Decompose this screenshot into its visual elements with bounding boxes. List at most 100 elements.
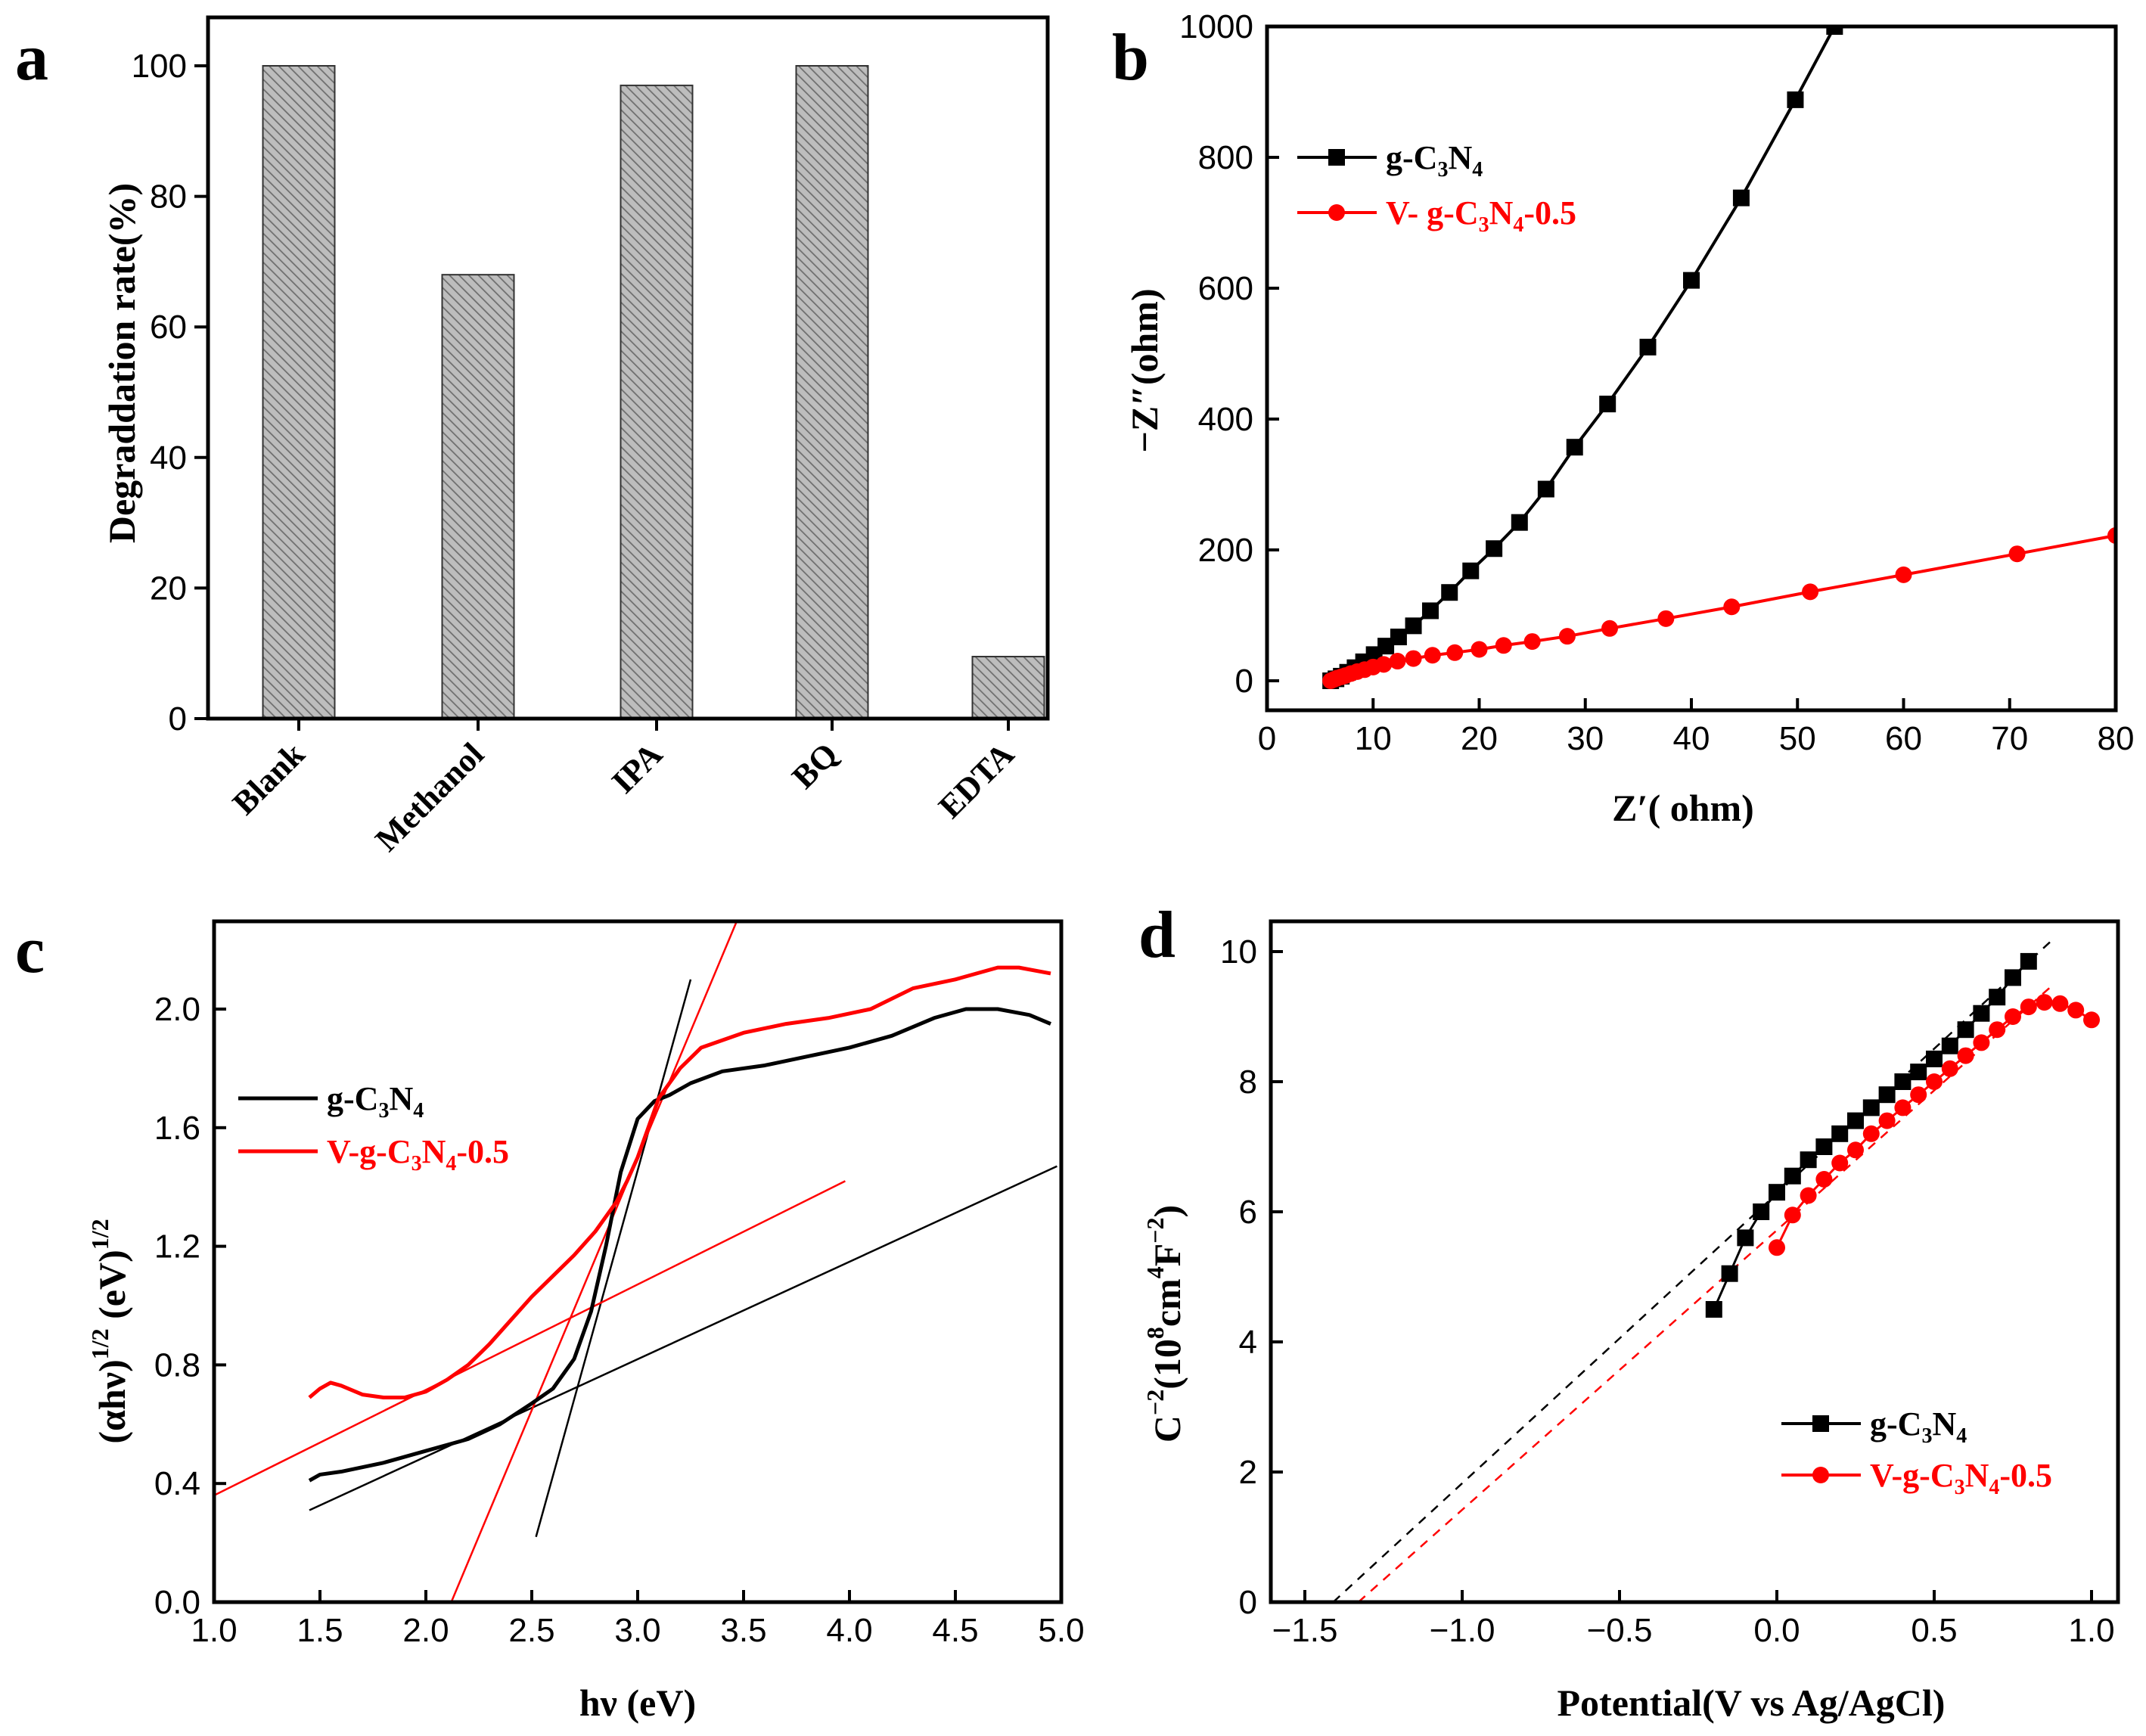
panel-b-marker — [1599, 396, 1616, 413]
panel-a-y-label: Degraddation rate(%) — [101, 183, 143, 543]
panel-c-legend-label-part: 3 — [378, 1099, 389, 1123]
panel-d-legend-label-part: 3 — [1955, 1476, 1965, 1499]
panel-d-y-tick-label: 4 — [1239, 1324, 1257, 1361]
panel-b-marker — [1424, 647, 1441, 664]
panel-d-x-tick-label: −0.5 — [1587, 1612, 1653, 1649]
panel-d-marker — [1784, 1207, 1801, 1224]
panel-d-marker — [1847, 1112, 1864, 1129]
panel-b-data — [1322, 26, 2116, 689]
panel-d-marker — [1753, 1203, 1770, 1220]
panel-b-y-tick-label: 1000 — [1179, 8, 1253, 45]
panel-b-marker — [1511, 514, 1528, 531]
panel-b-x-tick-label: 20 — [1461, 720, 1498, 757]
panel-b-marker — [2107, 526, 2116, 544]
panel-d-x-tick-label: −1.5 — [1272, 1612, 1338, 1649]
panel-b-frame — [1265, 24, 2118, 713]
panel-a-y-tick-label: 20 — [150, 570, 187, 607]
panel-b-y-tick-label: 400 — [1198, 401, 1253, 438]
panel-c-fit-line — [214, 1180, 846, 1496]
panel-d-legend-label-part: V-g-C — [1870, 1457, 1955, 1494]
panel-d-x-tick-label: −1.0 — [1430, 1612, 1495, 1649]
panel-a-bar — [620, 84, 694, 719]
panel-b-legend-label-part: 4 — [1513, 213, 1523, 237]
alpha-symbol: α — [91, 1410, 133, 1431]
panel-b-marker — [1462, 562, 1480, 579]
panel-b-marker — [1723, 598, 1741, 616]
panel-b-marker — [1390, 629, 1407, 646]
panel-b-series-line — [1330, 26, 1837, 682]
panel-c-frame — [212, 919, 1064, 1604]
panel-c-x-tick-label: 4.0 — [826, 1612, 872, 1649]
panel-c-y-tick-label: 1.6 — [154, 1110, 200, 1147]
panel-d-marker — [1831, 1125, 1849, 1142]
panel-d-marker — [1941, 1060, 1958, 1077]
panel-c-legend-label-part: V-g-C — [327, 1133, 411, 1170]
panel-d-y-label: C−2(108cm4F−2) — [1141, 1205, 1188, 1443]
panel-b-marker — [1495, 637, 1512, 654]
panel-b-marker — [1566, 439, 1583, 456]
panel-c-series-line — [308, 965, 1051, 1400]
panel-a: a Degraddation rate(%) 0 20 40 60 80 100 Blank… — [15, 15, 1050, 859]
panel-a-plot: 0 20 40 60 80 100 Blank Methanol IPA BQ EDTA — [132, 48, 1045, 859]
panel-c-data — [214, 921, 1057, 1602]
panel-c-legend-label-part: 3 — [411, 1152, 422, 1175]
panel-d-y-tick-label: 10 — [1220, 933, 1257, 970]
panel-d-legend-label-part: N — [1965, 1457, 1989, 1494]
panel-d-plot: −1.5 −1.0 −0.5 0.0 0.5 1.00246810g-C3N4V-g-C3… — [1220, 933, 2115, 1649]
panel-b-marker — [1377, 638, 1395, 655]
panel-d-marker — [2083, 1011, 2100, 1029]
panel-c-x-tick-label: 2.5 — [508, 1612, 554, 1649]
panel-b-legend-label-part: g-C — [1386, 139, 1437, 176]
panel-d-marker — [1926, 1073, 1943, 1090]
panel-b-legend-label-part: V- g-C — [1386, 194, 1479, 231]
panel-d-x-tick-label: 0.5 — [1911, 1612, 1957, 1649]
panel-d-marker — [1894, 1099, 1912, 1116]
panel-d-marker — [1989, 1021, 2006, 1039]
panel-b-marker — [1787, 91, 1804, 108]
panel-d-legend-marker — [1812, 1467, 1829, 1483]
panel-d-legend-label: V-g-C3N4-0.5 — [1870, 1457, 2052, 1499]
panel-d-marker — [1705, 1301, 1722, 1318]
panel-d-y-tick-label: 8 — [1239, 1064, 1257, 1101]
panel-c-legend-label-part: 4 — [446, 1152, 456, 1175]
panel-d-marker — [1769, 1239, 1785, 1256]
panel-b-legend-label-part: N — [1489, 194, 1514, 231]
panel-d-y-tick-label: 0 — [1239, 1584, 1257, 1621]
panel-d-y-tick-label: 6 — [1239, 1194, 1257, 1231]
panel-c-y-tick-label: 0.4 — [154, 1465, 200, 1502]
panel-d-marker — [2005, 969, 2021, 986]
panel-d-marker — [1784, 1167, 1801, 1185]
panel-d-marker — [1800, 1187, 1817, 1204]
panel-b-x-tick-label: 70 — [1991, 720, 2028, 757]
panel-label-a: a — [15, 21, 48, 95]
panel-a-frame — [206, 15, 1050, 721]
panel-d-marker — [1862, 1099, 1880, 1116]
panel-b-marker — [1375, 656, 1393, 673]
panel-b-x-label: Z′( ohm) — [1612, 787, 1754, 829]
panel-d-legend-label-part: 3 — [1921, 1424, 1932, 1448]
panel-d-marker — [1737, 1229, 1754, 1247]
panel-c-legend-label: V-g-C3N4-0.5 — [327, 1133, 509, 1175]
panel-b-marker — [1657, 610, 1675, 627]
panel-b-y-tick-label: 800 — [1198, 139, 1253, 176]
panel-c-legend-label-part: N — [422, 1133, 446, 1170]
panel-b-x-tick-label: 10 — [1355, 720, 1392, 757]
panel-d-marker — [1878, 1086, 1896, 1104]
panel-d-x-tick-label: 0.0 — [1753, 1612, 1800, 1649]
panel-d-marker — [1721, 1265, 1738, 1282]
panel-a-bar — [262, 65, 336, 719]
panel-b-marker — [1558, 628, 1576, 645]
panel-c-y-tick-label: 0.8 — [154, 1346, 200, 1384]
panel-d-marker — [1878, 1112, 1896, 1129]
panel-b-marker — [1405, 617, 1422, 635]
panel-b-marker — [1826, 26, 1843, 35]
panel-d-fit-line — [1357, 983, 2054, 1602]
panel-d-marker — [1957, 1047, 1974, 1064]
panel-a-y-tick-label: 80 — [150, 179, 187, 216]
panel-b-legend-label-part: 4 — [1472, 158, 1483, 182]
panel-c-y-tick-label: 1.2 — [154, 1228, 200, 1266]
panel-a-category-label: BQ — [784, 735, 845, 796]
panel-d: d C−2(108cm4F−2) Potential(V vs Ag/AgCl)… — [1138, 899, 2120, 1724]
panel-a-bar — [971, 656, 1045, 720]
